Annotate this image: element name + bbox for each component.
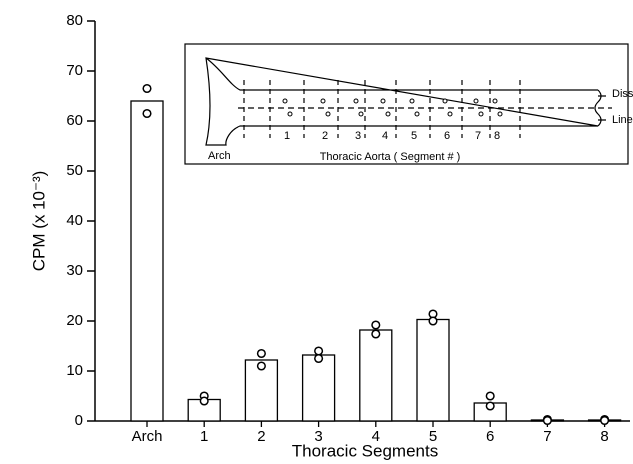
inset-segment-label: 6 bbox=[444, 130, 450, 142]
data-point bbox=[142, 83, 152, 94]
inset-caption: Thoracic Aorta ( Segment # ) bbox=[320, 151, 461, 163]
inset-frame bbox=[184, 43, 629, 165]
dissection-label: Dissection bbox=[612, 88, 633, 100]
inset-dot bbox=[473, 98, 479, 104]
y-tick-label: 60 bbox=[66, 112, 83, 129]
x-tick-label: 2 bbox=[257, 428, 265, 445]
data-point bbox=[256, 361, 266, 371]
x-tick-label: 7 bbox=[543, 428, 551, 445]
bar bbox=[130, 100, 164, 422]
data-point bbox=[314, 346, 324, 356]
y-tick-label: 80 bbox=[66, 12, 83, 29]
data-point bbox=[542, 415, 552, 426]
inset-segment-label: 7 bbox=[475, 130, 481, 142]
y-tick-label: 10 bbox=[66, 362, 83, 379]
bar bbox=[359, 329, 393, 422]
y-tick-label: 30 bbox=[66, 262, 83, 279]
data-point bbox=[485, 401, 495, 411]
data-point bbox=[199, 396, 209, 406]
y-axis-title: CPM (x 10⁻³) bbox=[29, 171, 48, 272]
inset-dot bbox=[287, 111, 293, 117]
inset-dot bbox=[380, 98, 386, 104]
inset-dot bbox=[497, 111, 503, 117]
segment-dividers bbox=[243, 80, 521, 138]
inset-arch-label: Arch bbox=[208, 150, 231, 162]
inset-segment-label: 3 bbox=[355, 130, 361, 142]
x-tick-label: 1 bbox=[200, 428, 208, 445]
inset-dot bbox=[282, 98, 288, 104]
bar bbox=[416, 318, 450, 422]
data-point bbox=[314, 353, 324, 364]
inset-dot bbox=[409, 98, 415, 104]
y-tick-label: 20 bbox=[66, 312, 83, 329]
inset-dot bbox=[353, 98, 359, 104]
data-point bbox=[371, 320, 381, 330]
x-tick-label: 6 bbox=[486, 428, 494, 445]
x-axis-title: Thoracic Segments bbox=[292, 441, 438, 460]
x-tick-label: 4 bbox=[372, 428, 380, 445]
inset-dot bbox=[320, 98, 326, 104]
lines-label: Lines bbox=[612, 114, 633, 126]
inset-segment-label: 5 bbox=[411, 130, 417, 142]
data-point bbox=[485, 391, 495, 401]
bar bbox=[301, 354, 336, 422]
y-tick-label: 50 bbox=[66, 162, 83, 179]
inset-dot bbox=[358, 111, 364, 117]
y-tick-label: 40 bbox=[66, 212, 83, 229]
label-pointers bbox=[598, 95, 606, 121]
inset-segment-label: 4 bbox=[382, 130, 388, 142]
x-tick-label: 3 bbox=[314, 428, 322, 445]
data-point bbox=[600, 415, 610, 426]
y-tick-label: 70 bbox=[66, 62, 83, 79]
inset-dot bbox=[325, 111, 331, 117]
y-tick-label: 0 bbox=[75, 412, 83, 429]
inset-dot bbox=[442, 98, 448, 104]
data-point bbox=[142, 108, 152, 119]
x-tick-label: 8 bbox=[600, 428, 608, 445]
inset-dot bbox=[385, 111, 391, 117]
inset-segment-label: 2 bbox=[322, 130, 328, 142]
inset-dot bbox=[492, 98, 498, 104]
x-tick-label: Arch bbox=[132, 428, 163, 445]
inset-dot bbox=[478, 111, 484, 117]
inset-dot bbox=[414, 111, 420, 117]
data-point bbox=[371, 329, 381, 339]
data-point bbox=[256, 348, 266, 359]
inset-segment-label: 1 bbox=[284, 130, 290, 142]
inset-segment-label: 8 bbox=[494, 130, 500, 142]
inset bbox=[184, 43, 629, 165]
data-point bbox=[428, 316, 438, 326]
inset-dot bbox=[447, 111, 453, 117]
x-tick-label: 5 bbox=[429, 428, 437, 445]
aorta-outline bbox=[205, 57, 599, 146]
